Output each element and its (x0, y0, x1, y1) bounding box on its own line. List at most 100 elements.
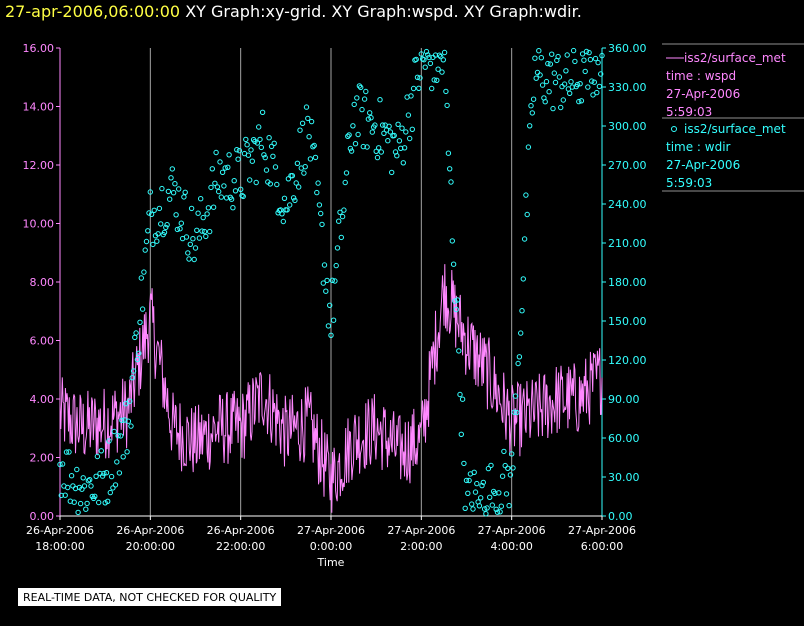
wdir-point (207, 228, 213, 235)
wdir-point (191, 256, 197, 263)
wdir-point (281, 195, 288, 202)
legend-wdir-line: time : wdir (666, 140, 731, 154)
wdir-point (429, 85, 435, 92)
wdir-point (364, 144, 370, 150)
wdir-point (360, 143, 366, 150)
wdir-point (248, 147, 254, 153)
wdir-point (438, 53, 444, 60)
wdir-point (501, 448, 507, 455)
wdir-point (299, 120, 306, 127)
x-tick-label-date: 27-Apr-2006 (568, 524, 636, 537)
wdir-point (138, 275, 145, 281)
wdir-point (480, 479, 486, 486)
wdir-point (405, 112, 412, 118)
wdir-point (461, 460, 467, 467)
wdir-point (186, 256, 192, 262)
wdir-point (213, 149, 219, 156)
x-axis-label: Time (317, 556, 345, 569)
wdir-point (75, 509, 81, 516)
wdir-point (114, 459, 120, 465)
wdir-point (302, 164, 308, 170)
wdir-point (532, 55, 538, 61)
wdir-point (70, 483, 76, 489)
wdir-point (194, 227, 200, 234)
wdir-point (217, 159, 223, 165)
wdir-point (146, 210, 152, 216)
x-tick-label-date: 26-Apr-2006 (207, 524, 275, 537)
wdir-point (421, 57, 427, 63)
wdir-point (94, 453, 101, 460)
wdir-point (314, 189, 320, 196)
legend-wspd-name: iss2/surface_met (684, 51, 786, 65)
wdir-point (187, 241, 194, 248)
x-tick-label-time: 22:00:00 (216, 540, 265, 553)
x-tick-label-date: 26-Apr-2006 (26, 524, 94, 537)
wdir-point (539, 82, 546, 88)
wdir-point (345, 133, 351, 140)
wdir-point (591, 79, 597, 85)
wdir-point (320, 280, 326, 286)
wdir-point (105, 498, 111, 504)
wdir-point (327, 302, 333, 308)
wdir-point (525, 144, 532, 150)
wdir-point (440, 57, 446, 63)
wdir-point (112, 482, 119, 488)
wdir-point (476, 503, 483, 509)
wdir-point (124, 449, 130, 455)
wdir-point (151, 207, 157, 214)
axes: 0.00 2.00 4.00 6.00 8.00 10.00 12.00 14.00 16.00… (23, 42, 647, 569)
wdir-point (79, 486, 85, 492)
wdir-point (256, 124, 262, 130)
wdir-point (389, 169, 395, 176)
wdir-point (374, 154, 381, 161)
wdir-point (590, 92, 596, 98)
wdir-point (426, 54, 432, 61)
data-quality-notice: REAL-TIME DATA, NOT CHECKED FOR QUALITY (18, 588, 282, 606)
wdir-point (57, 461, 63, 468)
wdir-point (293, 180, 299, 186)
wdir-point (369, 129, 375, 135)
wdir-point (474, 480, 480, 487)
wdir-point (385, 138, 391, 144)
wdir-point (542, 99, 548, 105)
wdir-point (484, 505, 490, 511)
wdir-point (285, 176, 292, 182)
wdir-point (80, 475, 86, 481)
wdir-point (325, 323, 332, 329)
x-tick-label-time: 18:00:00 (35, 540, 84, 553)
wdir-point (585, 84, 591, 90)
wdir-point (561, 81, 568, 87)
wdir-point (572, 58, 578, 65)
wdir-point (493, 506, 499, 512)
wdir-point (470, 506, 476, 512)
wdir-point (361, 96, 368, 102)
legend-wdir-line: 27-Apr-2006 (666, 158, 740, 172)
wdir-point (498, 503, 504, 509)
title-graphs: XY Graph:xy-grid. XY Graph:wspd. XY Grap… (185, 2, 582, 21)
wdir-point (478, 495, 484, 501)
wdir-point (367, 110, 373, 116)
wdir-point (223, 195, 230, 201)
wdir-point (244, 142, 250, 148)
wdir-point (159, 185, 165, 192)
wdir-point (263, 167, 270, 173)
wdir-point (198, 196, 204, 202)
wdir-point (235, 156, 241, 162)
wdir-point (550, 105, 556, 112)
wdir-point (297, 127, 303, 133)
wdir-point (556, 74, 563, 80)
wdir-point (352, 141, 359, 147)
wdir-point (316, 202, 323, 208)
right-tick-label: 30.00 (608, 471, 640, 484)
wdir-point (510, 465, 516, 471)
wdir-point (377, 97, 383, 103)
wdir-point (232, 188, 239, 194)
wdir-point (381, 130, 387, 137)
right-tick-label: 0.00 (608, 510, 633, 523)
wdir-point (185, 250, 191, 256)
wdir-point (129, 375, 136, 381)
left-tick-label: 8.00 (30, 276, 55, 289)
wdir-point (348, 148, 355, 154)
wdir-point (107, 489, 114, 496)
